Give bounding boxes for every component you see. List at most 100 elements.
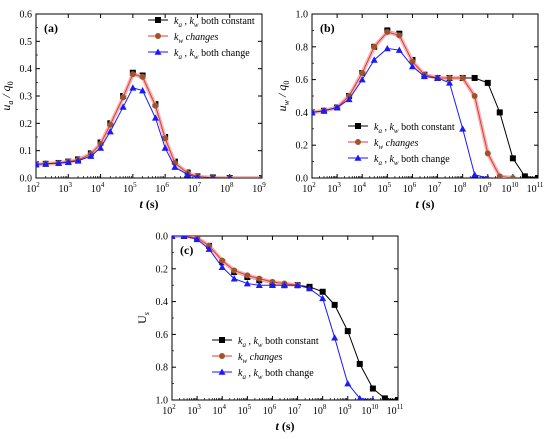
panel-3-x-tick-base: 10 — [238, 406, 248, 417]
panel-3-series-3-point — [331, 334, 339, 341]
panel-2-y-tick-label: 0.0 — [296, 174, 309, 185]
panel-2-x-tick-base: 10 — [378, 184, 388, 195]
panel-3-legend-text: , k — [246, 368, 259, 379]
panel-3-series-2-point — [231, 267, 238, 274]
panel-1-legend-k: k — [174, 32, 179, 43]
panel-3-x-tick-base: 10 — [263, 406, 273, 417]
panel-3-series-1-point — [331, 301, 338, 308]
panel-2-series-2-point — [446, 74, 453, 81]
panel-3-x-tick-exp: 11 — [397, 403, 404, 411]
panel-2-x-tick-label: 105 — [378, 181, 392, 195]
panel-2-legend-text: , k — [382, 122, 395, 133]
panel-2-x-tick-base: 10 — [327, 184, 337, 195]
panel-1-y-tick-label: 0.4 — [20, 64, 33, 75]
panel-2-series-3-point — [345, 95, 353, 103]
panel-3-x-tick-exp: 10 — [371, 403, 379, 411]
panel-1-y-tick-label: 0.5 — [20, 37, 33, 48]
panel-1-legend-sub: w — [194, 53, 199, 61]
panel-2-x-tick-exp: 10 — [511, 181, 519, 189]
panel-3-x-tick-base: 10 — [162, 406, 172, 417]
panel-3-y-tick-label: 0.6 — [156, 330, 169, 341]
panel-1-y-tick-label: 0.0 — [20, 174, 33, 185]
panel-1-series-3-point — [171, 163, 179, 170]
panel-3-legend-swatch-marker — [218, 368, 226, 375]
panel-1-legend-entry: ka , kw both change — [174, 48, 250, 61]
panel-3-legend-k: k — [238, 368, 243, 379]
panel-1-x-axis-unit: (s) — [143, 197, 159, 211]
panel-1-legend-entry: kw changes — [174, 32, 219, 45]
panel-1-series-3-point — [260, 174, 262, 178]
panel-2-series-1-point — [509, 155, 516, 162]
panel-3-series-1-point — [356, 360, 363, 367]
panel-2-x-axis-var: t — [415, 197, 419, 211]
panel-1-legend-swatch-marker — [154, 48, 162, 55]
panel-1-series-3-point — [87, 152, 95, 159]
panel-3-legend-k: k — [238, 336, 243, 347]
panel-2-x-tick-label: 108 — [453, 181, 467, 195]
panel-3-series-3-point — [193, 236, 201, 243]
panel-2-x-tick-exp: 8 — [463, 181, 467, 189]
panel-2-series-3-point — [370, 56, 378, 63]
panel-1-x-tick-label: 102 — [26, 181, 40, 195]
panel-2-series-3-point — [383, 44, 391, 52]
panel-2-series-3-point — [485, 174, 490, 178]
panel-1-x-tick-label: 107 — [188, 181, 202, 195]
panel-2-x-tick-base: 10 — [527, 184, 537, 195]
panel-2-y-tick-label: 1.0 — [296, 10, 309, 21]
panel-1-series-3-point — [129, 84, 137, 91]
panel-3-series-3-point — [255, 281, 263, 288]
panel-3-series-3-point — [319, 294, 327, 302]
panel-3-x-tick-label: 106 — [263, 403, 277, 417]
panel-1-series-3-point — [210, 174, 215, 178]
panel-2-x-tick-exp: 3 — [337, 181, 341, 189]
panel-1-x-tick-base: 10 — [220, 184, 230, 195]
panel-3-y-axis-var: U — [135, 315, 149, 324]
panel-3-x-tick-label: 103 — [187, 403, 201, 417]
panel-1-legend-k: k — [174, 16, 179, 27]
panel-2-series-3-point — [408, 62, 416, 70]
panel-3-series-3-point — [180, 236, 188, 239]
panel-3-legend-sub: w — [242, 357, 247, 365]
panel-2-series-2 — [312, 29, 516, 178]
panel-1-legend-text: both change — [199, 48, 251, 59]
panel-2-y-axis-sub2: 0 — [282, 81, 291, 85]
panel-2-legend-entry: ka , kw both change — [374, 154, 450, 167]
panel-1-x-tick-exp: 4 — [101, 181, 105, 189]
panel-1-series-3-point — [227, 174, 232, 178]
panel-2-x-tick-label: 109 — [478, 181, 492, 195]
panel-1-series-3-point — [151, 114, 159, 121]
panel-3-legend-entry: kw changes — [238, 352, 283, 365]
panel-2-series-2-point — [459, 74, 466, 81]
panel-3-legend-swatch-marker — [219, 353, 225, 359]
panel-3-legend-entry: ka , kw both constant — [238, 336, 319, 349]
panel-2-series-3 — [312, 44, 490, 178]
panel-3-x-tick-label: 108 — [313, 403, 327, 417]
panel-1-y-axis-sub: a — [6, 101, 15, 105]
panel-1-y-tick-label: 0.6 — [20, 10, 33, 21]
panel-1-legend-sub: w — [178, 37, 183, 45]
panel-3-series-1-point — [381, 395, 388, 400]
panel-2-series-2-point — [409, 58, 416, 65]
panel-2-series-2-point — [496, 173, 503, 178]
panel-1-series-3-point — [55, 159, 63, 167]
panel-3-legend-sub: w — [258, 373, 263, 381]
panel-2-series-3-point — [459, 125, 467, 132]
panel-3-x-tick-exp: 5 — [248, 403, 252, 411]
panel-2-series-3-point — [333, 103, 341, 111]
panel-1-y-tick-label: 0.3 — [20, 92, 33, 103]
panel-3-legend-entry: ka , kw both change — [238, 368, 314, 381]
panel-2-x-tick-exp: 6 — [413, 181, 417, 189]
panel-1-series-2-point — [162, 135, 169, 142]
panel-2-series-3-point — [434, 74, 442, 81]
panel-1-legend-sub: w — [194, 21, 199, 29]
panel-3-series-3-point — [356, 394, 363, 400]
panel-1-legend-k: k — [174, 48, 179, 59]
panel-1-x-axis-label: t (s) — [139, 197, 158, 211]
panel-1-series-2-point — [129, 71, 136, 78]
panel-2-y-axis-label: uw / q0 — [275, 81, 291, 112]
panel-1-x-tick-base: 10 — [26, 184, 36, 195]
panel-3-series-3-point — [268, 281, 276, 288]
panel-2-legend-swatch-marker — [355, 139, 361, 145]
